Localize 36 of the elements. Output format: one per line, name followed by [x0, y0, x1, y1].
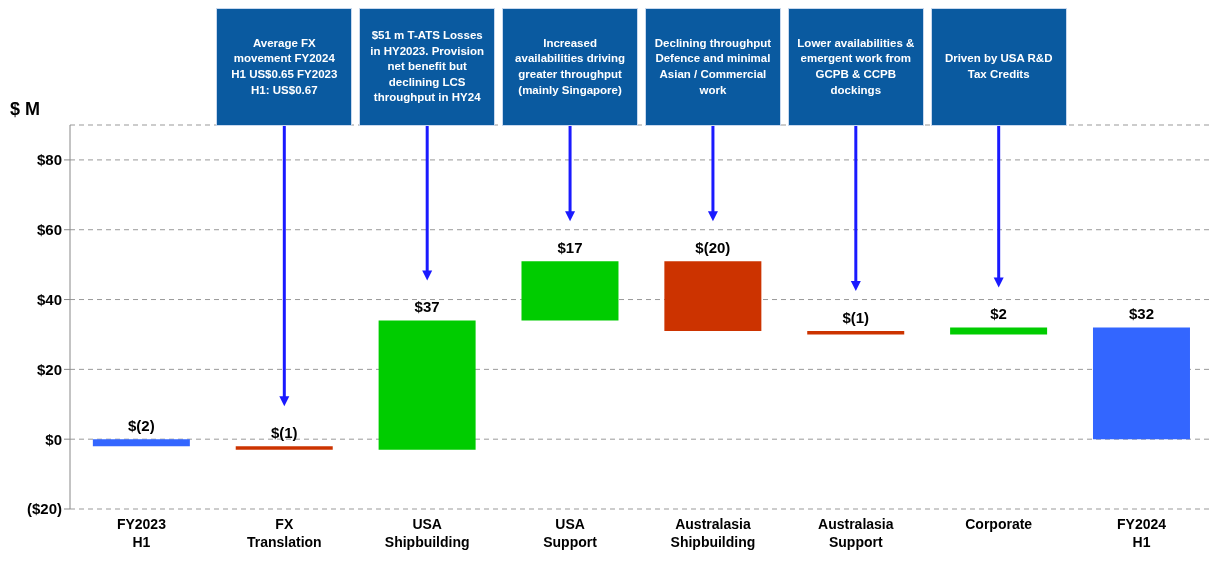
data-label: $17	[557, 239, 583, 257]
data-label: $37	[414, 298, 440, 316]
y-axis-title: $ M	[10, 99, 41, 120]
x-tick-label: Australasia Shipbuilding	[670, 516, 756, 550]
text: Increased availabilities driving greater throughput (mainly Singapore)	[502, 8, 639, 126]
x-tick-label: USA Support	[543, 516, 598, 550]
x-tick-label: FY2023 H1	[116, 516, 167, 550]
bar	[235, 446, 333, 450]
y-tick-label: $20	[36, 360, 62, 378]
text: Declining throughput Defence and minimal Asian / Commercial work	[644, 8, 781, 126]
y-tick-label: $40	[36, 290, 62, 308]
data-label: $32	[1128, 305, 1154, 323]
data-label: $2	[990, 305, 1007, 323]
text: $51 m T-ATS Losses in HY2023. Provision net benefit but declining LCS throughput in HY24	[359, 8, 496, 126]
y-tick-label: $80	[36, 151, 62, 169]
x-tick-label: FX Translation	[246, 516, 322, 550]
x-tick-label: Corporate	[965, 516, 1033, 532]
bar	[92, 439, 190, 447]
data-label: $(2)	[128, 417, 155, 435]
y-tick-label: ($20)	[26, 500, 62, 518]
data-label: $(1)	[842, 308, 870, 326]
data-label: $(1)	[270, 424, 298, 442]
text: Lower availabilities & emergent work from GCPB & CCPB dockings	[787, 8, 924, 126]
bar	[521, 261, 619, 321]
x-tick-label: FY2024 H1	[1117, 516, 1167, 550]
bar	[950, 327, 1048, 335]
bar	[664, 261, 762, 331]
bar	[1092, 327, 1190, 440]
y-tick-label: $0	[45, 430, 62, 448]
x-tick-label: USA Shipbuilding	[384, 516, 470, 550]
data-label: $(20)	[695, 239, 731, 257]
text: Average FX movement FY2024 H1 US$0.65 FY2023 H1: US$0.67	[216, 8, 353, 126]
y-tick-label: $60	[36, 221, 62, 239]
x-tick-label: Australasia Support	[818, 516, 894, 550]
text: Driven by USA R&D Tax Credits	[930, 8, 1067, 126]
bar	[378, 320, 476, 450]
